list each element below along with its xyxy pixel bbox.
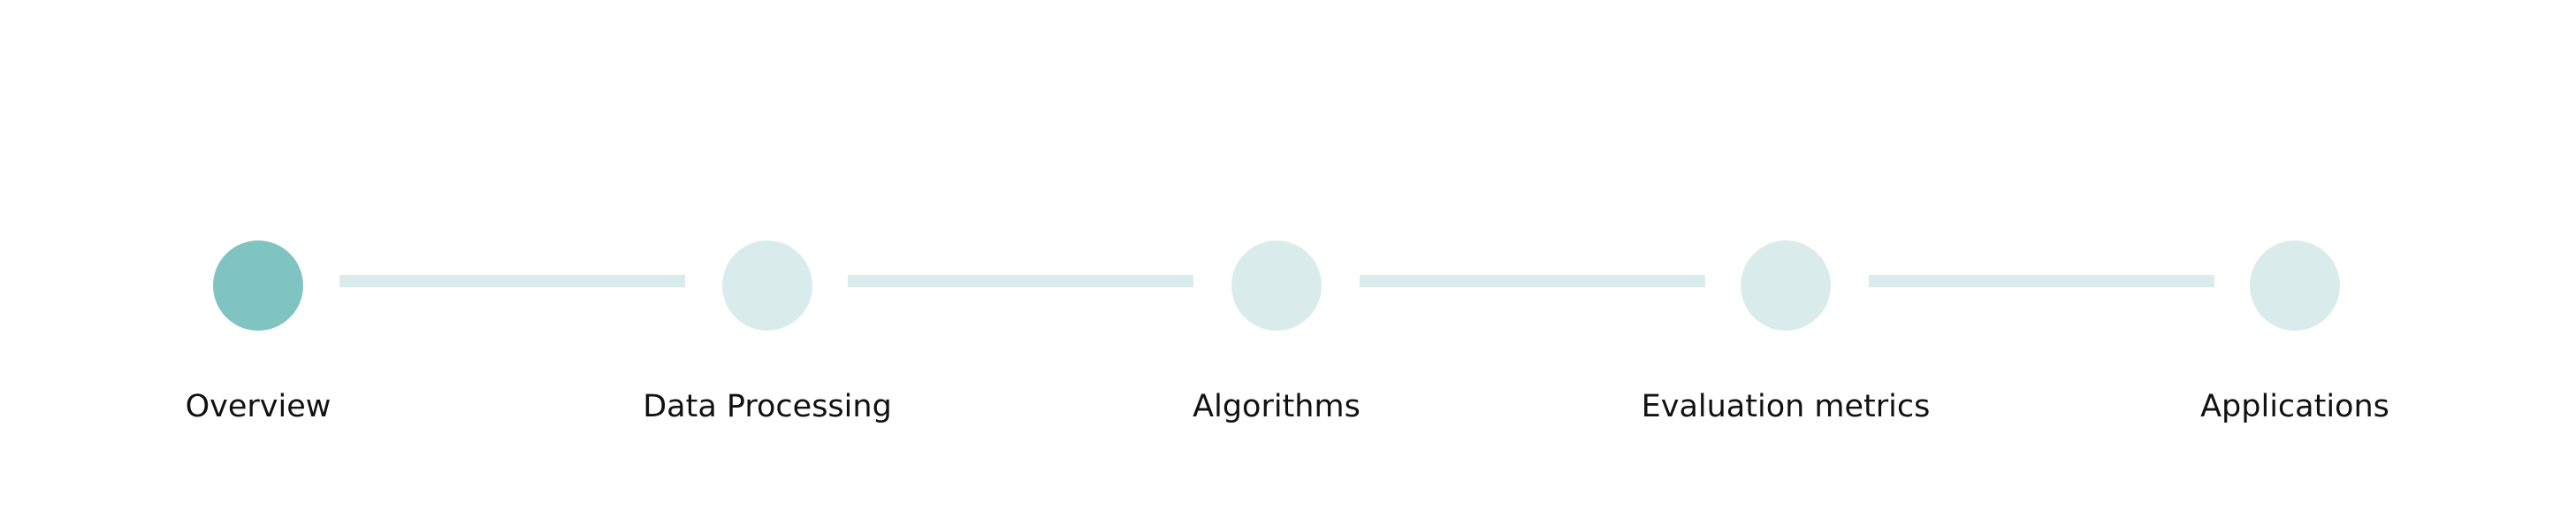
- step-circle-algorithms[interactable]: [1231, 240, 1322, 331]
- step-label-evaluation-metrics[interactable]: Evaluation metrics: [1641, 389, 1931, 424]
- step-circle-data-processing[interactable]: [722, 240, 812, 331]
- step-connector-3: [1360, 275, 1705, 287]
- step-label-data-processing[interactable]: Data Processing: [643, 389, 892, 424]
- step-circle-evaluation-metrics[interactable]: [1741, 240, 1831, 331]
- step-label-applications[interactable]: Applications: [2200, 389, 2389, 424]
- step-connector-2: [848, 275, 1193, 287]
- step-label-overview[interactable]: Overview: [185, 389, 332, 424]
- step-circle-applications[interactable]: [2250, 240, 2340, 331]
- step-connector-1: [339, 275, 685, 287]
- step-circle-overview[interactable]: [213, 240, 303, 331]
- step-label-algorithms[interactable]: Algorithms: [1193, 389, 1360, 424]
- step-connector-4: [1869, 275, 2214, 287]
